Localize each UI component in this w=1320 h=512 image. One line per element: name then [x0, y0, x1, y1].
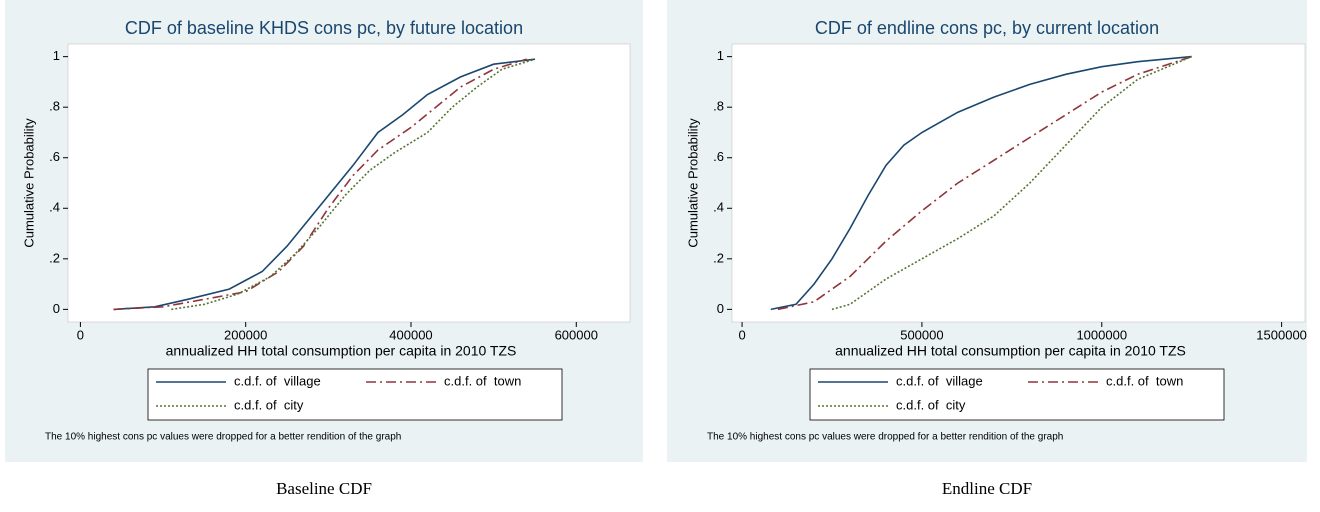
cdf-line: [171, 58, 536, 311]
x-tick-label: 1500000: [1256, 327, 1307, 342]
y-tick-label: .8: [713, 99, 724, 114]
x-axis-label: annualized HH total consumption per capi…: [166, 343, 517, 359]
chart-title: CDF of baseline KHDS cons pc, by future …: [125, 18, 523, 38]
y-tick-label: .8: [49, 99, 60, 114]
note: The 10% highest cons pc values were drop…: [45, 432, 401, 443]
y-tick-label: 0: [53, 301, 60, 316]
caption: Baseline CDF: [276, 479, 372, 498]
x-axis-label: annualized HH total consumption per capi…: [835, 343, 1186, 359]
x-tick-label: 400000: [389, 327, 432, 342]
y-tick-label: .4: [713, 200, 724, 215]
cdf-line: [770, 55, 1192, 311]
legend-label: c.d.f. of city: [896, 397, 966, 412]
note: The 10% highest cons pc values were drop…: [707, 432, 1063, 443]
cdf-line: [831, 55, 1193, 311]
chart-title: CDF of endline cons pc, by current locat…: [815, 18, 1159, 38]
cdf-line: [777, 55, 1192, 311]
legend-label: c.d.f. of village: [896, 373, 983, 388]
y-axis-label: Cumulative Probability: [685, 118, 700, 248]
plot-area: [731, 43, 1306, 323]
legend-label: c.d.f. of town: [1106, 373, 1183, 388]
legend-label: c.d.f. of city: [234, 397, 304, 412]
caption: Endline CDF: [942, 479, 1032, 498]
legend: [147, 368, 563, 421]
y-tick-label: .6: [713, 149, 724, 164]
y-tick-label: .6: [49, 149, 60, 164]
y-tick-label: .4: [49, 200, 60, 215]
y-tick-label: 0: [717, 301, 724, 316]
plot-area: [67, 43, 631, 323]
y-tick-label: .2: [49, 250, 60, 265]
x-tick-label: 0: [77, 327, 84, 342]
x-tick-label: 600000: [555, 327, 598, 342]
x-tick-label: 1000000: [1076, 327, 1127, 342]
y-tick-label: .2: [713, 250, 724, 265]
y-tick-label: 1: [717, 48, 724, 63]
x-tick-label: 0: [738, 327, 745, 342]
x-tick-label: 200000: [224, 327, 267, 342]
cdf-line: [113, 58, 536, 311]
legend-label: c.d.f. of town: [444, 373, 521, 388]
y-tick-label: 1: [53, 48, 60, 63]
legend: [809, 368, 1225, 421]
cdf-line: [113, 58, 527, 311]
y-axis-label: Cumulative Probability: [21, 118, 36, 248]
legend-label: c.d.f. of village: [234, 373, 321, 388]
x-tick-label: 500000: [900, 327, 943, 342]
